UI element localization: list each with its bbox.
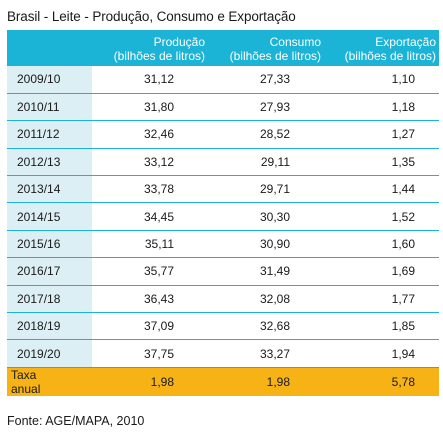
value-cell-exportacao: 1,69 [324, 257, 439, 286]
table-row: 2014/15 34,45 30,30 1,52 [7, 202, 439, 231]
total-value-cell-consumo: 1,98 [208, 367, 324, 396]
value-cell-exportacao: 1,44 [324, 175, 439, 204]
value-cell-exportacao: 1,10 [324, 66, 439, 94]
row-label-cell: 2010/11 [7, 93, 92, 122]
value-cell-exportacao: 1,27 [324, 120, 439, 149]
header-producao-line1: Produção [153, 35, 205, 49]
value-cell-producao: 31,12 [92, 66, 208, 94]
header-exportacao-line1: Exportação [375, 35, 436, 49]
data-table-container: Produção (bilhões de litros) Consumo (bi… [7, 30, 439, 396]
data-table: Produção (bilhões de litros) Consumo (bi… [7, 30, 439, 396]
table-row: 2011/12 32,46 28,52 1,27 [7, 120, 439, 149]
row-label-cell: 2012/13 [7, 148, 92, 177]
value-cell-consumo: 32,08 [208, 285, 324, 314]
value-cell-producao: 37,75 [92, 339, 208, 368]
header-exportacao: Exportação (bilhões de litros) [324, 30, 439, 66]
header-consumo-line1: Consumo [269, 35, 321, 49]
table-title: Brasil - Leite - Produção, Consumo e Exp… [7, 9, 296, 24]
table-header: Produção (bilhões de litros) Consumo (bi… [7, 30, 439, 66]
value-cell-consumo: 29,71 [208, 175, 324, 204]
value-cell-consumo: 29,11 [208, 148, 324, 177]
table-row: 2015/16 35,11 30,90 1,60 [7, 230, 439, 259]
row-label-cell: 2018/19 [7, 312, 92, 341]
header-consumo-line2: (bilhões de litros) [229, 49, 321, 63]
value-cell-consumo: 30,30 [208, 202, 324, 231]
value-cell-producao: 35,11 [92, 230, 208, 259]
value-cell-consumo: 30,90 [208, 230, 324, 259]
table-row: 2013/14 33,78 29,71 1,44 [7, 175, 439, 204]
row-label-cell: 2011/12 [7, 120, 92, 149]
value-cell-consumo: 31,49 [208, 257, 324, 286]
row-label-cell: 2019/20 [7, 339, 92, 368]
value-cell-producao: 37,09 [92, 312, 208, 341]
value-cell-exportacao: 1,60 [324, 230, 439, 259]
value-cell-exportacao: 1,94 [324, 339, 439, 368]
header-corner-cell [7, 30, 92, 66]
value-cell-consumo: 33,27 [208, 339, 324, 368]
value-cell-consumo: 27,93 [208, 93, 324, 122]
table-row: 2016/17 35,77 31,49 1,69 [7, 257, 439, 286]
header-row: Produção (bilhões de litros) Consumo (bi… [7, 30, 439, 66]
value-cell-consumo: 32,68 [208, 312, 324, 341]
row-label-cell: 2015/16 [7, 230, 92, 259]
row-label-cell: 2017/18 [7, 285, 92, 314]
row-label-cell: 2016/17 [7, 257, 92, 286]
value-cell-producao: 35,77 [92, 257, 208, 286]
table-body: 2009/10 31,12 27,33 1,10 2010/11 31,80 27,93 1,… [7, 66, 439, 396]
header-producao-line2: (bilhões de litros) [113, 49, 205, 63]
value-cell-consumo: 28,52 [208, 120, 324, 149]
value-cell-consumo: 27,33 [208, 66, 324, 94]
table-row: 2018/19 37,09 32,68 1,85 [7, 312, 439, 341]
table-row: 2009/10 31,12 27,33 1,10 [7, 66, 439, 94]
row-label-cell: 2014/15 [7, 202, 92, 231]
value-cell-exportacao: 1,85 [324, 312, 439, 341]
value-cell-exportacao: 1,35 [324, 148, 439, 177]
table-row: 2019/20 37,75 33,27 1,94 [7, 339, 439, 368]
value-cell-producao: 31,80 [92, 93, 208, 122]
row-label-cell: 2013/14 [7, 175, 92, 204]
value-cell-producao: 32,46 [92, 120, 208, 149]
value-cell-exportacao: 1,52 [324, 202, 439, 231]
header-consumo: Consumo (bilhões de litros) [208, 30, 324, 66]
value-cell-exportacao: 1,18 [324, 93, 439, 122]
header-exportacao-line2: (bilhões de litros) [344, 49, 436, 63]
value-cell-producao: 33,12 [92, 148, 208, 177]
total-row-label: Taxa anual [7, 367, 92, 396]
table-row: 2012/13 33,12 29,11 1,35 [7, 148, 439, 177]
value-cell-exportacao: 1,77 [324, 285, 439, 314]
total-row: Taxa anual 1,98 1,98 5,78 [7, 367, 439, 396]
value-cell-producao: 36,43 [92, 285, 208, 314]
table-row: 2010/11 31,80 27,93 1,18 [7, 93, 439, 122]
source-note: Fonte: AGE/MAPA, 2010 [7, 414, 145, 428]
total-value-cell-producao: 1,98 [92, 367, 208, 396]
header-producao: Produção (bilhões de litros) [92, 30, 208, 66]
row-label-cell: 2009/10 [7, 66, 92, 94]
value-cell-producao: 33,78 [92, 175, 208, 204]
table-row: 2017/18 36,43 32,08 1,77 [7, 285, 439, 314]
value-cell-producao: 34,45 [92, 202, 208, 231]
total-value-cell-exportacao: 5,78 [324, 367, 439, 396]
